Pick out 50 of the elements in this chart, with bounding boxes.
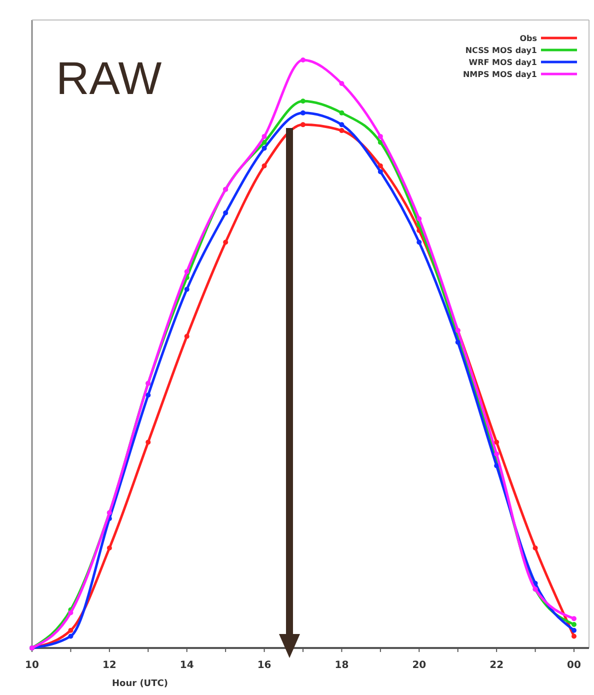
point	[184, 334, 190, 339]
point	[572, 616, 576, 622]
point	[146, 440, 151, 445]
legend-label: Obs	[520, 34, 538, 43]
point	[300, 110, 306, 116]
point	[494, 451, 500, 456]
point	[455, 340, 460, 345]
point	[339, 81, 344, 86]
point	[378, 163, 383, 168]
point	[339, 110, 344, 116]
x-tick-label: 18	[334, 660, 349, 671]
x-tick-label: 14	[180, 660, 194, 671]
point	[378, 169, 383, 174]
point	[300, 58, 306, 62]
x-axis-title: Hour (UTC)	[112, 679, 168, 689]
point	[339, 128, 344, 134]
point	[339, 122, 344, 128]
point	[494, 463, 500, 468]
legend-label: NCSS MOS day1	[465, 46, 538, 55]
point	[572, 622, 576, 627]
point	[68, 610, 74, 616]
point	[416, 216, 422, 222]
point	[416, 240, 422, 245]
point	[68, 628, 74, 633]
point	[184, 286, 190, 292]
x-tick-label: 22	[490, 660, 504, 671]
point	[184, 269, 190, 274]
point	[300, 122, 306, 128]
x-tick-label: 12	[102, 660, 116, 671]
point	[494, 440, 500, 445]
point	[146, 392, 151, 398]
point	[223, 210, 228, 216]
point	[262, 163, 267, 168]
point	[68, 634, 74, 639]
x-tick-label: 00	[567, 660, 581, 671]
point	[572, 628, 576, 633]
x-tick-label: 10	[25, 660, 39, 671]
point	[223, 240, 228, 245]
point	[378, 134, 383, 139]
point	[262, 146, 267, 151]
point	[300, 98, 306, 104]
x-tick-label: 16	[257, 660, 272, 671]
point	[106, 546, 112, 551]
annotation: RAW	[56, 52, 162, 104]
point	[572, 634, 576, 639]
x-tick-label: 20	[412, 660, 426, 671]
legend-label: WRF MOS day1	[468, 58, 538, 67]
point	[532, 546, 538, 551]
point	[262, 134, 267, 139]
legend-label: NMPS MOS day1	[462, 70, 538, 79]
